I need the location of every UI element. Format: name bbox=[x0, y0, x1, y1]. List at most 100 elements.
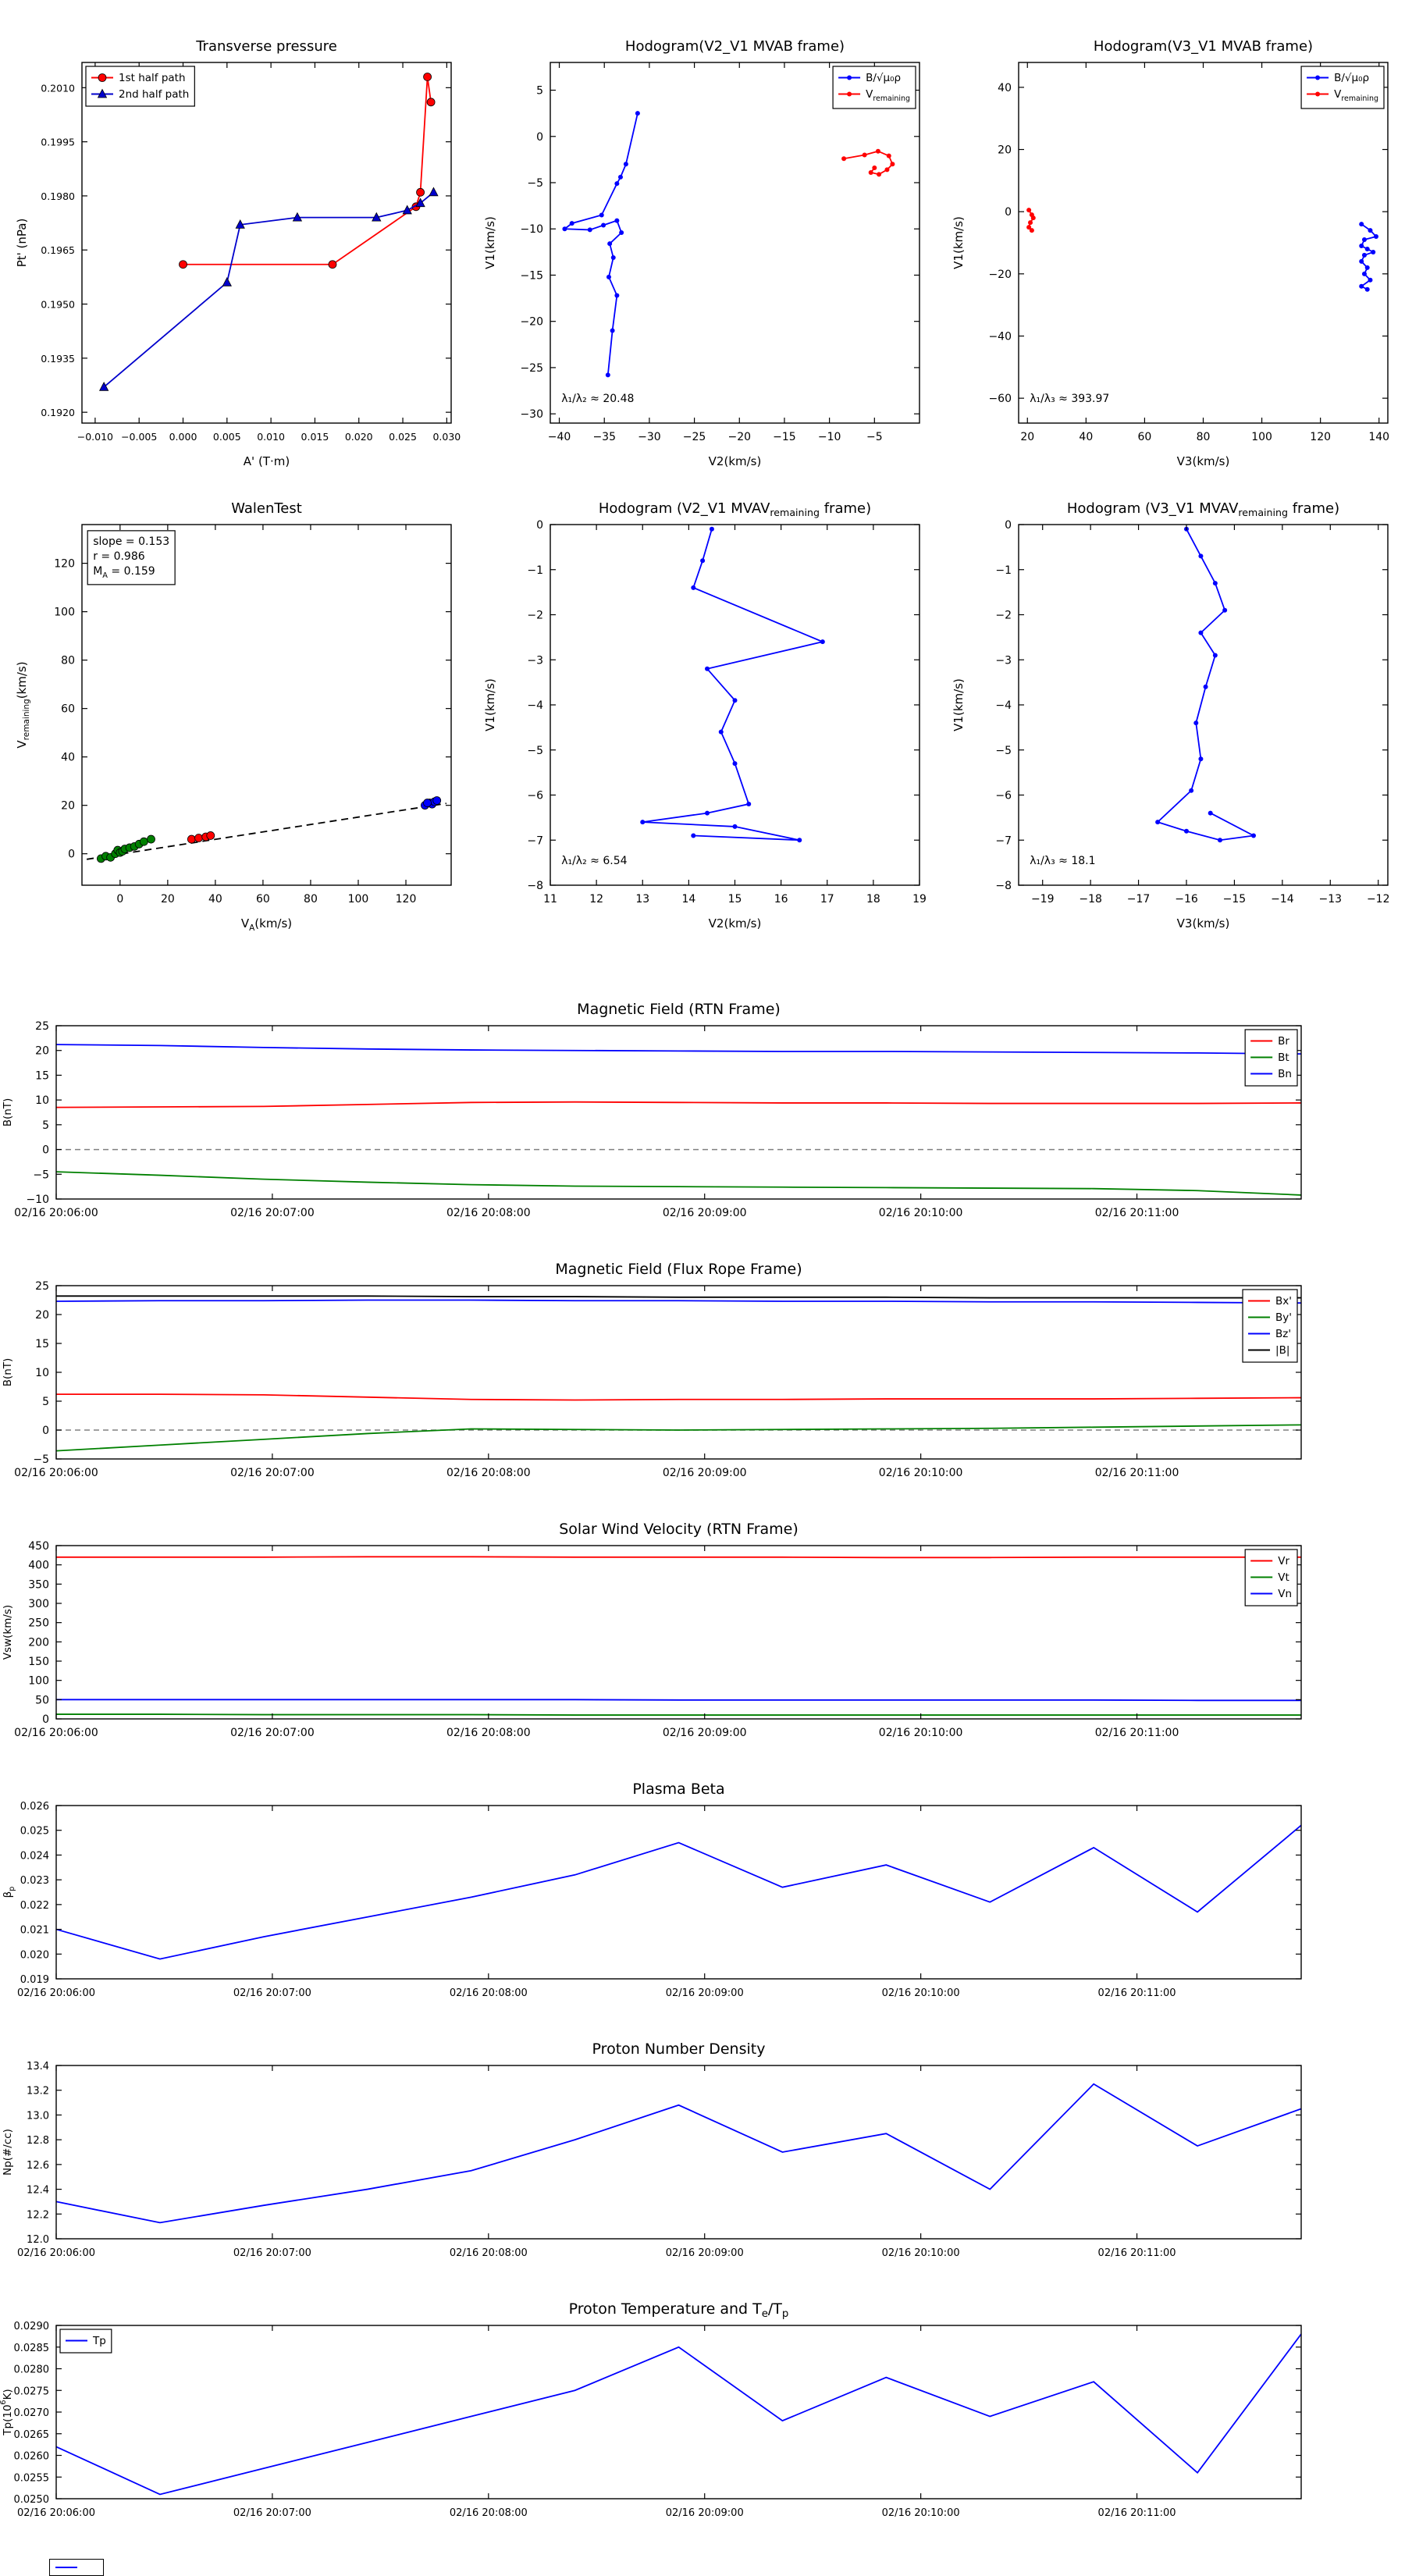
svg-text:MA = 0.159: MA = 0.159 bbox=[93, 565, 155, 580]
svg-text:0.0290: 0.0290 bbox=[14, 2321, 50, 2332]
svg-text:−5: −5 bbox=[527, 745, 543, 757]
svg-text:0.1950: 0.1950 bbox=[41, 299, 75, 311]
panel-plasma-beta: 02/16 20:06:00 02/16 20:07:00 02/16 20:08:… bbox=[2, 1781, 1302, 1999]
svg-text:20: 20 bbox=[35, 1045, 49, 1058]
svg-text:2nd half path: 2nd half path bbox=[119, 88, 189, 101]
svg-text:02/16 20:09:00: 02/16 20:09:00 bbox=[663, 1207, 747, 1219]
svg-text:−4: −4 bbox=[995, 699, 1012, 712]
svg-text:−3: −3 bbox=[527, 654, 543, 667]
svg-text:−5: −5 bbox=[527, 177, 543, 190]
svg-text:−5: −5 bbox=[866, 431, 883, 443]
svg-text:0: 0 bbox=[42, 1425, 49, 1437]
svg-text:0.0265: 0.0265 bbox=[14, 2429, 50, 2441]
svg-text:20: 20 bbox=[35, 1309, 49, 1322]
svg-text:|B|: |B| bbox=[1275, 1344, 1289, 1357]
svg-text:18: 18 bbox=[866, 893, 880, 906]
svg-text:10: 10 bbox=[35, 1367, 49, 1379]
svg-text:Tp(106K): Tp(106K) bbox=[0, 2389, 14, 2435]
svg-text:Vr: Vr bbox=[1278, 1555, 1289, 1567]
svg-text:−10: −10 bbox=[26, 1194, 49, 1206]
svg-text:−7: −7 bbox=[527, 834, 543, 847]
svg-text:02/16 20:06:00: 02/16 20:06:00 bbox=[17, 1987, 95, 1999]
svg-text:02/16 20:10:00: 02/16 20:10:00 bbox=[882, 2247, 960, 2259]
cropped-legend-line-sample bbox=[55, 2567, 77, 2568]
svg-text:0.2010: 0.2010 bbox=[41, 82, 75, 94]
svg-text:Vremaining(km/s): Vremaining(km/s) bbox=[15, 661, 31, 748]
svg-text:02/16 20:08:00: 02/16 20:08:00 bbox=[450, 2247, 528, 2259]
svg-text:0.0250: 0.0250 bbox=[14, 2494, 50, 2506]
svg-text:15: 15 bbox=[728, 893, 742, 906]
svg-text:17: 17 bbox=[820, 893, 834, 906]
svg-text:0.1980: 0.1980 bbox=[41, 190, 75, 202]
svg-text:80: 80 bbox=[304, 893, 318, 906]
panel-walen-test: 0 20 40 60 80 100 120 0 20 40 60 80 100 120 WalenTest V… bbox=[15, 500, 452, 933]
svg-text:400: 400 bbox=[28, 1560, 49, 1572]
svg-text:VA(km/s): VA(km/s) bbox=[241, 916, 292, 933]
svg-text:B/√μ₀ρ: B/√μ₀ρ bbox=[866, 72, 901, 84]
svg-text:−0.010: −0.010 bbox=[77, 431, 113, 443]
svg-text:Br: Br bbox=[1278, 1035, 1289, 1048]
svg-text:20: 20 bbox=[998, 144, 1012, 157]
svg-text:350: 350 bbox=[28, 1578, 49, 1591]
svg-text:02/16 20:11:00: 02/16 20:11:00 bbox=[1098, 2507, 1176, 2519]
svg-text:02/16 20:11:00: 02/16 20:11:00 bbox=[1095, 1727, 1179, 1739]
svg-text:02/16 20:06:00: 02/16 20:06:00 bbox=[14, 1727, 98, 1739]
svg-text:02/16 20:11:00: 02/16 20:11:00 bbox=[1098, 1987, 1176, 1999]
svg-text:B(nT): B(nT) bbox=[2, 1098, 14, 1127]
panel-magnetic-field-rtn: 02/16 20:06:00 02/16 20:07:00 02/16 20:08:… bbox=[2, 1001, 1302, 1219]
svg-text:13.4: 13.4 bbox=[27, 2061, 49, 2073]
svg-text:0.015: 0.015 bbox=[301, 431, 329, 443]
svg-text:A' (T·m): A' (T·m) bbox=[244, 454, 290, 468]
svg-text:−40: −40 bbox=[548, 431, 571, 443]
svg-text:02/16 20:09:00: 02/16 20:09:00 bbox=[666, 1987, 744, 1999]
svg-text:−25: −25 bbox=[520, 362, 543, 375]
svg-text:10: 10 bbox=[35, 1094, 49, 1107]
svg-text:−25: −25 bbox=[683, 431, 706, 443]
svg-text:−30: −30 bbox=[520, 408, 543, 421]
svg-text:Hodogram (V3_V1 MVAVremaining: Hodogram (V3_V1 MVAVremaining frame) bbox=[1067, 500, 1339, 518]
svg-text:−20: −20 bbox=[520, 316, 543, 329]
svg-text:80: 80 bbox=[1197, 431, 1211, 443]
svg-text:12.0: 12.0 bbox=[27, 2234, 49, 2246]
svg-text:20: 20 bbox=[61, 800, 75, 813]
svg-text:0.019: 0.019 bbox=[20, 1974, 49, 1986]
svg-text:V1(km/s): V1(km/s) bbox=[951, 678, 966, 731]
svg-text:300: 300 bbox=[28, 1598, 49, 1610]
svg-text:100: 100 bbox=[1251, 431, 1272, 443]
panel-proton-temperature: 02/16 20:06:00 02/16 20:07:00 02/16 20:08:… bbox=[0, 2300, 1302, 2519]
svg-text:Vremaining: Vremaining bbox=[866, 88, 910, 103]
svg-text:02/16 20:08:00: 02/16 20:08:00 bbox=[446, 1727, 531, 1739]
svg-text:02/16 20:11:00: 02/16 20:11:00 bbox=[1098, 2247, 1176, 2259]
svg-text:B/√μ₀ρ: B/√μ₀ρ bbox=[1334, 72, 1369, 84]
svg-text:Vn: Vn bbox=[1278, 1588, 1292, 1600]
svg-text:02/16 20:09:00: 02/16 20:09:00 bbox=[663, 1467, 747, 1479]
svg-text:0.020: 0.020 bbox=[345, 431, 373, 443]
svg-text:120: 120 bbox=[1310, 431, 1331, 443]
svg-text:13.2: 13.2 bbox=[27, 2086, 49, 2097]
svg-text:02/16 20:08:00: 02/16 20:08:00 bbox=[446, 1467, 531, 1479]
svg-text:−2: −2 bbox=[995, 610, 1012, 622]
svg-text:15: 15 bbox=[35, 1338, 49, 1350]
svg-text:−15: −15 bbox=[773, 431, 796, 443]
svg-text:Vremaining: Vremaining bbox=[1334, 88, 1378, 103]
svg-text:250: 250 bbox=[28, 1617, 49, 1630]
svg-text:Plasma Beta: Plasma Beta bbox=[632, 1781, 724, 1798]
svg-text:60: 60 bbox=[1138, 431, 1152, 443]
svg-text:12.2: 12.2 bbox=[27, 2209, 49, 2221]
svg-text:0.0270: 0.0270 bbox=[14, 2407, 50, 2419]
svg-text:11: 11 bbox=[543, 893, 557, 906]
svg-text:Magnetic Field (Flux Rope Fram: Magnetic Field (Flux Rope Frame) bbox=[555, 1261, 802, 1278]
svg-text:60: 60 bbox=[256, 893, 270, 906]
svg-text:25: 25 bbox=[35, 1280, 49, 1293]
svg-text:0.0255: 0.0255 bbox=[14, 2472, 50, 2484]
svg-text:0.026: 0.026 bbox=[20, 1801, 49, 1813]
svg-text:02/16 20:08:00: 02/16 20:08:00 bbox=[446, 1207, 531, 1219]
svg-text:−14: −14 bbox=[1271, 893, 1294, 906]
svg-text:60: 60 bbox=[61, 703, 75, 716]
svg-text:02/16 20:09:00: 02/16 20:09:00 bbox=[666, 2507, 744, 2519]
svg-text:−5: −5 bbox=[33, 1169, 49, 1181]
svg-text:r = 0.986: r = 0.986 bbox=[93, 550, 145, 563]
svg-text:40: 40 bbox=[61, 752, 75, 764]
svg-text:−8: −8 bbox=[995, 880, 1012, 892]
svg-text:V1(km/s): V1(km/s) bbox=[483, 216, 497, 269]
